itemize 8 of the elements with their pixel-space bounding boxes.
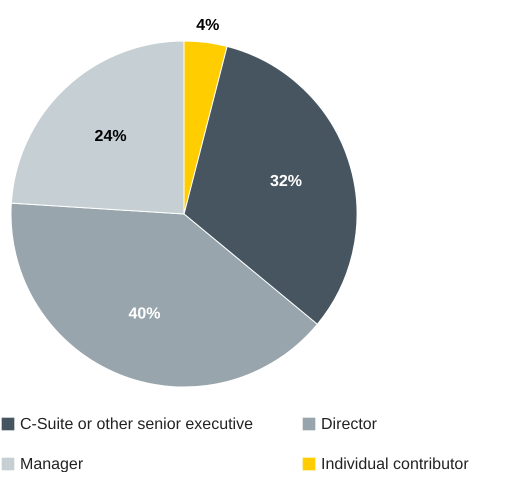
data-label: 24%: [94, 128, 127, 145]
legend-label: Manager: [20, 456, 84, 473]
data-label: 40%: [128, 306, 161, 323]
legend-label: C-Suite or other senior executive: [20, 416, 254, 433]
legend-label: Director: [321, 416, 378, 433]
legend-label: Individual contributor: [321, 456, 470, 473]
data-label: 32%: [270, 172, 302, 190]
data-label: 4%: [196, 17, 220, 34]
